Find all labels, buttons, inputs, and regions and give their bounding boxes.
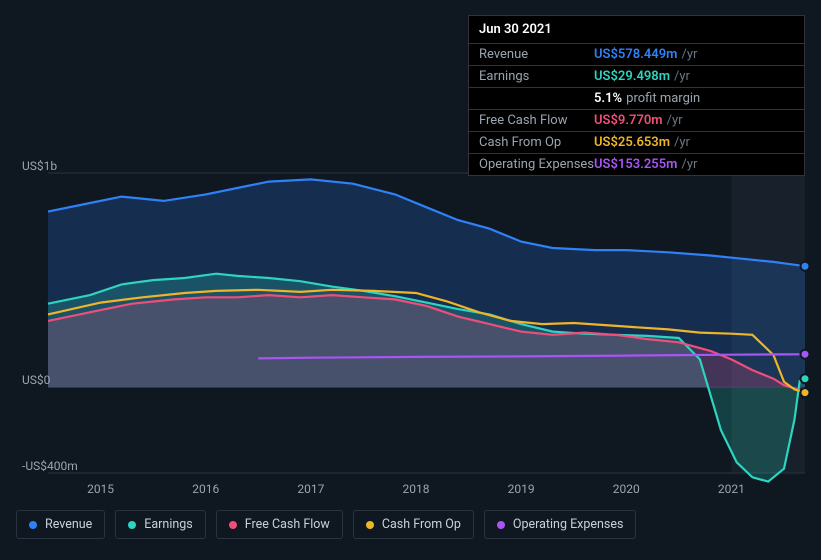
tooltip-extra-pct: 5.1%	[594, 91, 622, 106]
legend-item-revenue[interactable]: Revenue	[16, 510, 105, 539]
legend-item-cfo[interactable]: Cash From Op	[353, 510, 474, 539]
tooltip-row-value: US$29.498m	[594, 69, 670, 84]
legend-item-earnings[interactable]: Earnings	[115, 510, 205, 539]
legend-label: Earnings	[144, 517, 192, 532]
x-tick-label: 2015	[87, 482, 114, 496]
end-dot-cfo	[801, 388, 810, 397]
legend-label: Revenue	[45, 517, 92, 532]
legend-item-fcf[interactable]: Free Cash Flow	[216, 510, 343, 539]
x-tick-label: 2021	[718, 482, 745, 496]
tooltip-row: Cash From OpUS$25.653m/yr	[469, 132, 804, 154]
tooltip-row-value: US$9.770m	[594, 113, 663, 128]
end-dot-opex	[801, 350, 810, 359]
tooltip-row-value: US$578.449m	[594, 47, 677, 62]
x-tick-label: 2016	[192, 482, 219, 496]
tooltip-row-unit: /yr	[674, 135, 690, 150]
tooltip-date: Jun 30 2021	[469, 16, 804, 44]
chart-tooltip: Jun 30 2021 RevenueUS$578.449m/yrEarning…	[468, 15, 805, 176]
tooltip-row-label: Free Cash Flow	[479, 113, 594, 128]
tooltip-row-unit: /yr	[674, 69, 690, 84]
legend-label: Free Cash Flow	[245, 517, 330, 532]
end-dot-earnings	[801, 374, 810, 383]
tooltip-row: RevenueUS$578.449m/yr	[469, 44, 804, 66]
chart-legend: Revenue Earnings Free Cash Flow Cash From O…	[16, 510, 636, 539]
tooltip-row: Operating ExpensesUS$153.255m/yr	[469, 154, 804, 175]
tooltip-row-value: US$25.653m	[594, 135, 670, 150]
legend-item-opex[interactable]: Operating Expenses	[484, 510, 637, 539]
legend-dot-icon	[29, 521, 37, 529]
tooltip-row: EarningsUS$29.498m/yr	[469, 66, 804, 88]
tooltip-row-value: US$153.255m	[594, 157, 677, 172]
tooltip-extra-text: profit margin	[626, 91, 700, 106]
y-tick-label: US$0	[22, 373, 50, 387]
legend-dot-icon	[366, 521, 374, 529]
areas	[48, 179, 805, 481]
end-dot-revenue	[801, 262, 810, 271]
legend-dot-icon	[229, 521, 237, 529]
legend-label: Cash From Op	[382, 517, 461, 532]
x-tick-label: 2018	[402, 482, 429, 496]
y-tick-label: -US$400m	[22, 459, 78, 473]
tooltip-row-unit: /yr	[681, 47, 697, 62]
x-tick-label: 2019	[508, 482, 535, 496]
tooltip-row-label: Cash From Op	[479, 135, 594, 150]
legend-dot-icon	[128, 521, 136, 529]
tooltip-row-label: Operating Expenses	[479, 157, 594, 172]
tooltip-row-unit: /yr	[681, 157, 697, 172]
x-tick-label: 2017	[297, 482, 324, 496]
tooltip-row-extra: 5.1% profit margin	[469, 88, 804, 110]
tooltip-row-label: Earnings	[479, 69, 594, 84]
tooltip-row-label: Revenue	[479, 47, 594, 62]
y-tick-label: US$1b	[22, 159, 57, 173]
tooltip-row-unit: /yr	[667, 113, 683, 128]
tooltip-row: Free Cash FlowUS$9.770m/yr	[469, 110, 804, 132]
legend-dot-icon	[497, 521, 505, 529]
x-tick-label: 2020	[613, 482, 640, 496]
legend-label: Operating Expenses	[513, 517, 624, 532]
